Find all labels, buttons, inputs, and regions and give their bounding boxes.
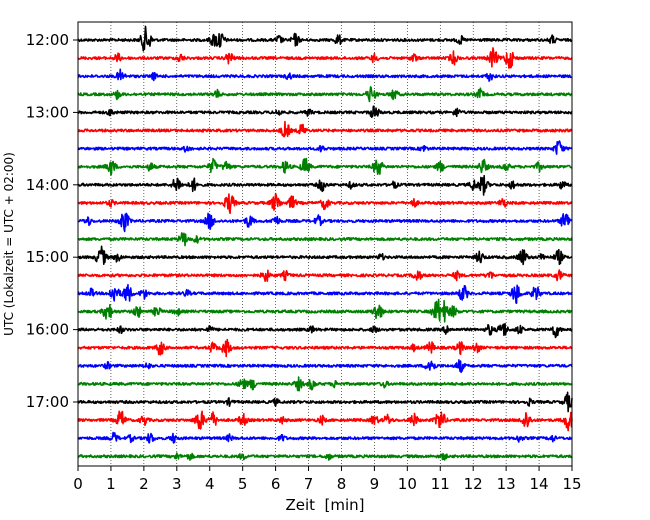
x-tick-label: 0 — [73, 475, 83, 493]
x-tick-label: 10 — [398, 475, 417, 493]
y-tick-label: 13:00 — [26, 103, 69, 121]
seismogram-trace — [77, 245, 573, 266]
seismogram-trace — [77, 431, 573, 444]
y-tick-label: 15:00 — [26, 248, 69, 266]
x-tick-label: 7 — [304, 475, 314, 493]
seismogram-trace — [77, 322, 573, 339]
x-tick-label: 13 — [497, 475, 516, 493]
seismogram-traces — [77, 25, 573, 461]
y-tick-label: 17:00 — [26, 393, 69, 411]
seismogram-trace — [77, 391, 573, 413]
seismogram-trace — [77, 359, 573, 374]
seismogram-trace — [77, 86, 573, 103]
x-tick-label: 6 — [271, 475, 281, 493]
seismogram-trace — [77, 157, 573, 176]
x-gridlines — [110, 22, 540, 466]
plot-background — [78, 22, 572, 466]
seismogram-trace — [77, 452, 573, 461]
seismogram-trace — [77, 47, 573, 69]
x-tick-label: 12 — [464, 475, 483, 493]
y-tick-label: 12:00 — [26, 31, 69, 49]
seismogram-trace — [77, 105, 573, 119]
x-tick-label: 14 — [530, 475, 549, 493]
seismogram-trace — [77, 376, 573, 392]
x-tick-label: 1 — [106, 475, 116, 493]
seismogram-trace — [77, 410, 573, 432]
x-tick-label: 4 — [205, 475, 215, 493]
x-tick-label: 11 — [431, 475, 450, 493]
seismogram-trace — [77, 283, 573, 304]
x-axis-ticks: 0 1 2 3 4 5 6 7 8 9 10 11 12 13 14 15 — [73, 466, 582, 493]
x-tick-label: 8 — [337, 475, 347, 493]
seismogram-trace — [77, 140, 573, 155]
y-axis-ticks: 12:00 13:00 14:00 15:00 16:00 17:00 — [26, 31, 78, 411]
seismogram-trace — [77, 174, 573, 196]
seismogram-trace — [77, 68, 573, 82]
y-tick-label: 14:00 — [26, 176, 69, 194]
y-axis-title: UTC (Lokalzeit = UTC + 02:00) — [2, 152, 16, 336]
seismogram-trace — [77, 120, 573, 138]
seismogram-trace — [77, 338, 573, 358]
seismogram-trace — [77, 25, 573, 52]
seismogram-trace — [77, 212, 573, 233]
plot-frame — [77, 21, 573, 467]
seismogram-trace — [77, 192, 573, 215]
x-tick-label: 9 — [370, 475, 380, 493]
x-tick-label: 3 — [172, 475, 182, 493]
x-tick-label: 15 — [562, 475, 581, 493]
seismogram-trace — [77, 298, 573, 323]
y-tick-label: 16:00 — [26, 321, 69, 339]
seismogram-trace — [77, 232, 573, 247]
seismogram-trace — [77, 269, 573, 283]
x-tick-label: 2 — [139, 475, 149, 493]
x-axis-title: Zeit [min] — [285, 496, 364, 514]
x-tick-label: 5 — [238, 475, 248, 493]
